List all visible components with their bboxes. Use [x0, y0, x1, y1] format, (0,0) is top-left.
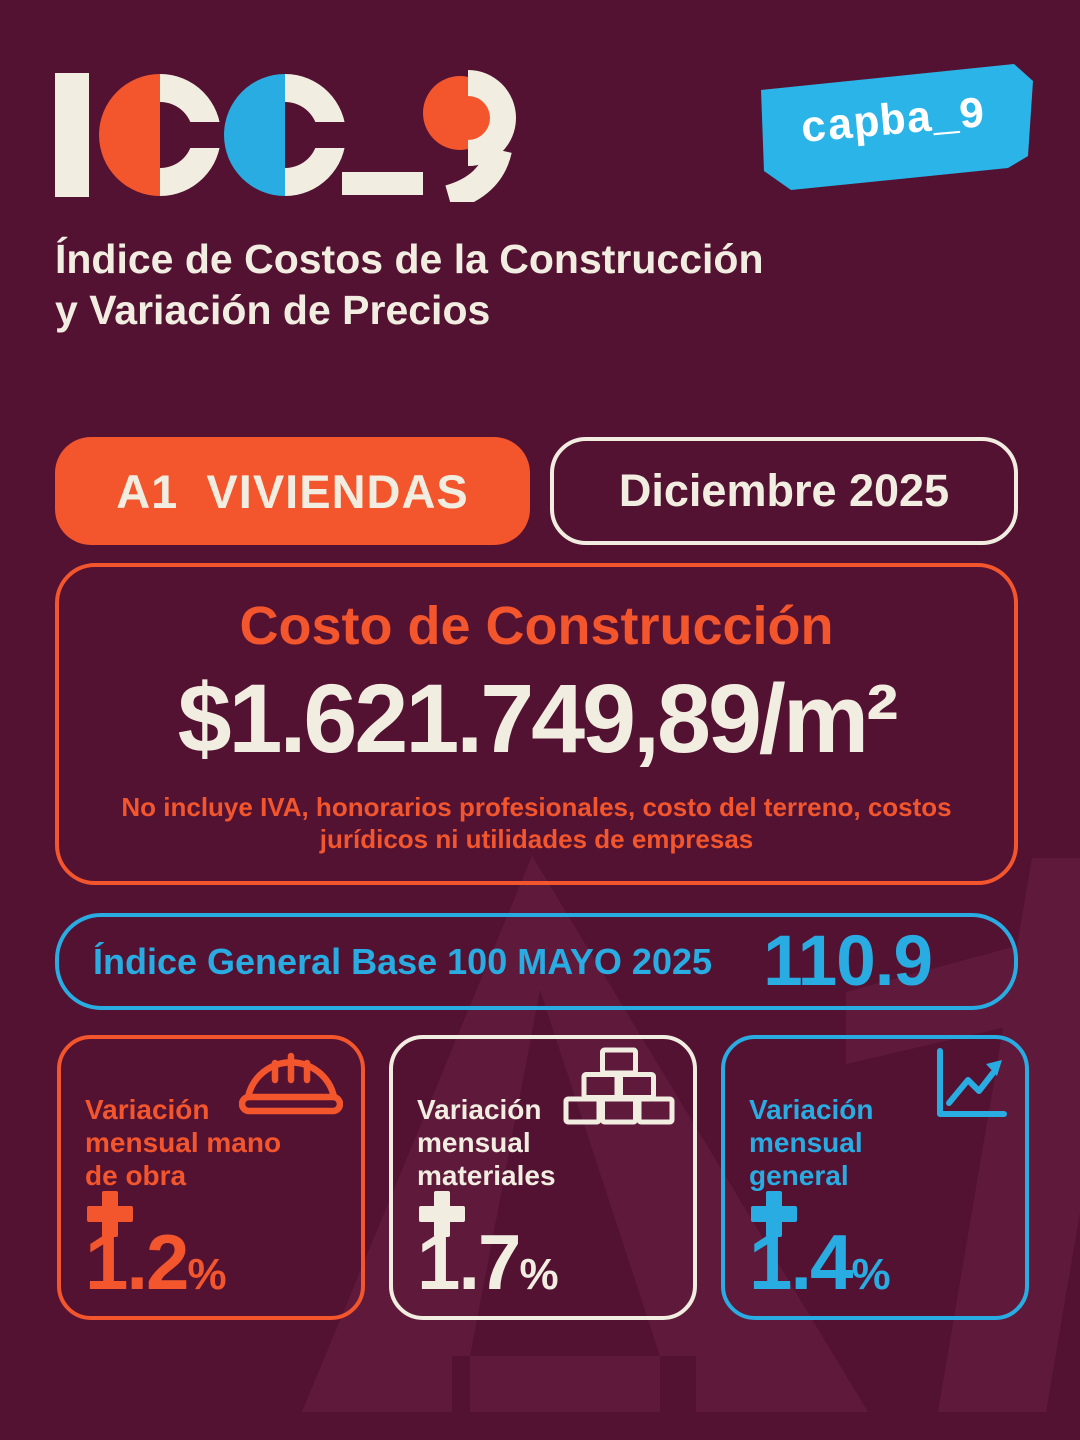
page-title-line1: Índice de Costos de la Construcción [55, 236, 764, 282]
cost-disclaimer-line1: No incluye IVA, honorarios profesionales… [121, 792, 952, 822]
page-title: Índice de Costos de la Construcción y Va… [55, 234, 955, 336]
materials-variation-card: Variación mensual materiales 1.7% [389, 1035, 697, 1320]
category-pill-label: A1 VIVIENDAS [116, 464, 469, 518]
plus-icon [419, 1191, 465, 1237]
construction-cost-box: Costo de Construcción $1.621.749,89/m² N… [55, 563, 1018, 885]
variation-label: Variación mensual materiales [417, 1094, 556, 1191]
trend-up-chart-icon [935, 1047, 1007, 1124]
date-pill-label: Diciembre 2025 [618, 465, 950, 516]
cost-disclaimer: No incluye IVA, honorarios profesionales… [59, 791, 1014, 855]
plus-icon [87, 1191, 133, 1237]
variation-value: 1.7% [417, 1218, 559, 1306]
bricks-icon [563, 1047, 675, 1130]
variation-value: 1.4% [749, 1218, 891, 1306]
cost-title: Costo de Construcción [239, 596, 834, 656]
variation-label: Variación mensual mano de obra [85, 1094, 282, 1191]
variation-value: 1.2% [85, 1218, 227, 1306]
variation-label: Variación mensual general [749, 1094, 874, 1191]
icc9-logo [55, 70, 516, 202]
badge-shape [761, 64, 1033, 190]
capba9-badge: capba_9 [758, 60, 1042, 200]
cost-price-value: $1.621.749,89/m² [177, 664, 899, 773]
date-pill: Diciembre 2025 [550, 437, 1018, 545]
general-index-label: Índice General Base 100 MAYO 2025 [93, 940, 713, 982]
general-variation-card: Variación mensual general 1.4% [721, 1035, 1029, 1320]
page-title-line2: y Variación de Precios [55, 287, 491, 333]
category-pill: A1 VIVIENDAS [55, 437, 530, 545]
hard-hat-icon [238, 1047, 344, 1124]
plus-icon [751, 1191, 797, 1237]
labor-variation-card: Variación mensual mano de obra 1.2% [57, 1035, 365, 1320]
general-index-bar: Índice General Base 100 MAYO 2025 110.9 [55, 913, 1018, 1010]
cost-disclaimer-line2: jurídicos ni utilidades de empresas [319, 824, 754, 854]
general-index-value: 110.9 [763, 922, 933, 1001]
